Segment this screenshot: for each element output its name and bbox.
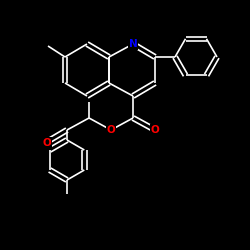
Text: O: O xyxy=(150,125,160,135)
Text: O: O xyxy=(42,138,51,148)
Text: O: O xyxy=(106,125,116,135)
Text: N: N xyxy=(128,39,138,49)
